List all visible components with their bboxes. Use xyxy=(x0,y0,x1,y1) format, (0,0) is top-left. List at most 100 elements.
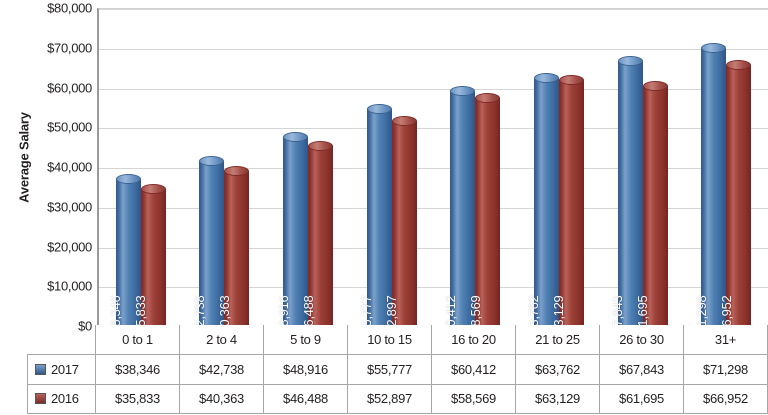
grid-line xyxy=(99,247,768,249)
legend-series-label: 2017 xyxy=(51,361,79,377)
bar-slot: $35,833 xyxy=(133,9,166,340)
y-axis-tick-labels: $80,000 $70,000 $60,000 $50,000 $40,000 $30,0… xyxy=(0,0,92,334)
grid-line xyxy=(99,128,768,130)
table-cell: $42,738 xyxy=(179,354,264,385)
bar-top-cap xyxy=(642,80,668,91)
table-cell: $40,363 xyxy=(179,383,264,414)
table-column-header: 16 to 20 xyxy=(431,325,516,356)
bar-2017-0-to-1[interactable]: $38,346 xyxy=(108,173,141,340)
table-cell: $48,916 xyxy=(263,354,348,385)
table-column-header: 10 to 15 xyxy=(347,325,432,356)
bar-top-cap xyxy=(533,72,559,83)
bar-body xyxy=(617,61,643,326)
bar-2017-5-to-9[interactable]: $48,916 xyxy=(276,131,309,340)
table-row: 2016 $35,833 $40,363 $46,488 $52,897 $58,569 $… xyxy=(27,383,768,414)
grid-line xyxy=(99,9,768,10)
bar-slot: $58,569 xyxy=(468,9,501,340)
bar-body xyxy=(283,136,309,326)
bar-2017-31+[interactable]: $71,298 xyxy=(694,42,727,340)
bar-slot: $38,346 xyxy=(108,9,141,340)
bar-top-cap xyxy=(140,183,166,194)
bar-2016-10-to-15[interactable]: $52,897 xyxy=(384,115,417,340)
table-column-header: 2 to 4 xyxy=(179,325,264,356)
legend-entry-2016[interactable]: 2016 xyxy=(27,383,96,414)
y-tick-label: $50,000 xyxy=(47,119,92,135)
plot-area: $38,346 $35,833 $42,738 $40,363 $48,916 $46,4… xyxy=(97,8,768,340)
bar-2016-5-to-9[interactable]: $46,488 xyxy=(301,141,334,340)
y-tick-label: $70,000 xyxy=(47,40,92,56)
grid-line xyxy=(99,207,768,209)
bar-2017-26-to-30[interactable]: $67,843 xyxy=(610,56,643,340)
y-tick-label: $0 xyxy=(78,318,92,334)
bar-top-cap xyxy=(558,75,584,86)
bar-2017-2-to-4[interactable]: $42,738 xyxy=(192,156,225,340)
table-cell: $66,952 xyxy=(683,383,768,414)
bar-group: $63,762 $63,129 xyxy=(517,9,601,340)
table-cell: $63,129 xyxy=(515,383,600,414)
grid-line xyxy=(99,48,768,50)
table-cell: $61,695 xyxy=(599,383,684,414)
table-row: 2017 $38,346 $42,738 $48,916 $55,777 $60,412 $… xyxy=(27,354,768,385)
bar-2016-16-to-20[interactable]: $58,569 xyxy=(468,93,501,340)
bar-slot: $60,412 xyxy=(443,9,476,340)
bar-group: $55,777 $52,897 xyxy=(350,9,434,340)
bar-body xyxy=(558,80,584,326)
bar-top-cap xyxy=(199,156,225,167)
bar-top-cap xyxy=(308,141,334,152)
bar-2016-2-to-4[interactable]: $40,363 xyxy=(217,165,250,340)
bar-top-cap xyxy=(224,165,250,176)
bar-body xyxy=(726,64,752,326)
bar-group: $48,916 $46,488 xyxy=(266,9,350,340)
bar-top-cap xyxy=(366,104,392,115)
bar-body xyxy=(308,146,334,326)
bar-top-cap xyxy=(475,93,501,104)
bar-body xyxy=(701,47,727,326)
bar-body xyxy=(475,98,501,326)
bar-body xyxy=(224,170,250,326)
bar-slot: $46,488 xyxy=(301,9,334,340)
bar-2016-31+[interactable]: $66,952 xyxy=(719,59,752,340)
bar-2017-21-to-25[interactable]: $63,762 xyxy=(526,72,559,340)
bar-2017-16-to-20[interactable]: $60,412 xyxy=(443,85,476,340)
bar-top-cap xyxy=(726,59,752,70)
legend-swatch-red xyxy=(35,393,46,405)
bar-slot: $71,298 xyxy=(694,9,727,340)
table-cell: $71,298 xyxy=(683,354,768,385)
grid-line xyxy=(99,168,768,169)
bar-slot: $48,916 xyxy=(276,9,309,340)
bar-group: $60,412 $58,569 xyxy=(434,9,518,340)
bar-slot: $52,897 xyxy=(384,9,417,340)
y-tick-label: $10,000 xyxy=(47,278,92,294)
y-tick-label: $40,000 xyxy=(47,159,92,175)
y-tick-label: $20,000 xyxy=(47,239,92,254)
bar-groups: $38,346 $35,833 $42,738 $40,363 $48,916 $46,4… xyxy=(99,9,768,340)
bar-slot: $63,762 xyxy=(526,9,559,340)
bar-2016-21-to-25[interactable]: $63,129 xyxy=(551,75,584,340)
table-cell: $55,777 xyxy=(347,354,432,385)
bar-slot: $55,777 xyxy=(359,9,392,340)
bar-top-cap xyxy=(701,42,727,53)
legend-entry-2017[interactable]: 2017 xyxy=(27,354,96,385)
table-cell: $46,488 xyxy=(263,383,348,414)
bar-slot: $40,363 xyxy=(217,9,250,340)
table-cell: $35,833 xyxy=(95,383,180,414)
y-tick-label: $80,000 xyxy=(47,0,92,16)
bar-slot: $67,843 xyxy=(610,9,643,340)
bar-body xyxy=(140,188,166,326)
bar-slot: $42,738 xyxy=(192,9,225,340)
bar-2016-0-to-1[interactable]: $35,833 xyxy=(133,183,166,340)
bar-top-cap xyxy=(115,173,141,184)
bar-group: $42,738 $40,363 xyxy=(183,9,267,340)
y-tick-label: $60,000 xyxy=(47,80,92,95)
bar-group: $67,843 $61,695 xyxy=(601,9,685,340)
table-corner-cell xyxy=(27,325,96,355)
legend-series-label: 2016 xyxy=(51,391,79,407)
table-cell: $52,897 xyxy=(347,383,432,414)
bar-2017-10-to-15[interactable]: $55,777 xyxy=(359,104,392,340)
table-column-header: 0 to 1 xyxy=(95,325,180,356)
bar-2016-26-to-30[interactable]: $61,695 xyxy=(635,80,668,340)
bar-top-cap xyxy=(617,56,643,67)
